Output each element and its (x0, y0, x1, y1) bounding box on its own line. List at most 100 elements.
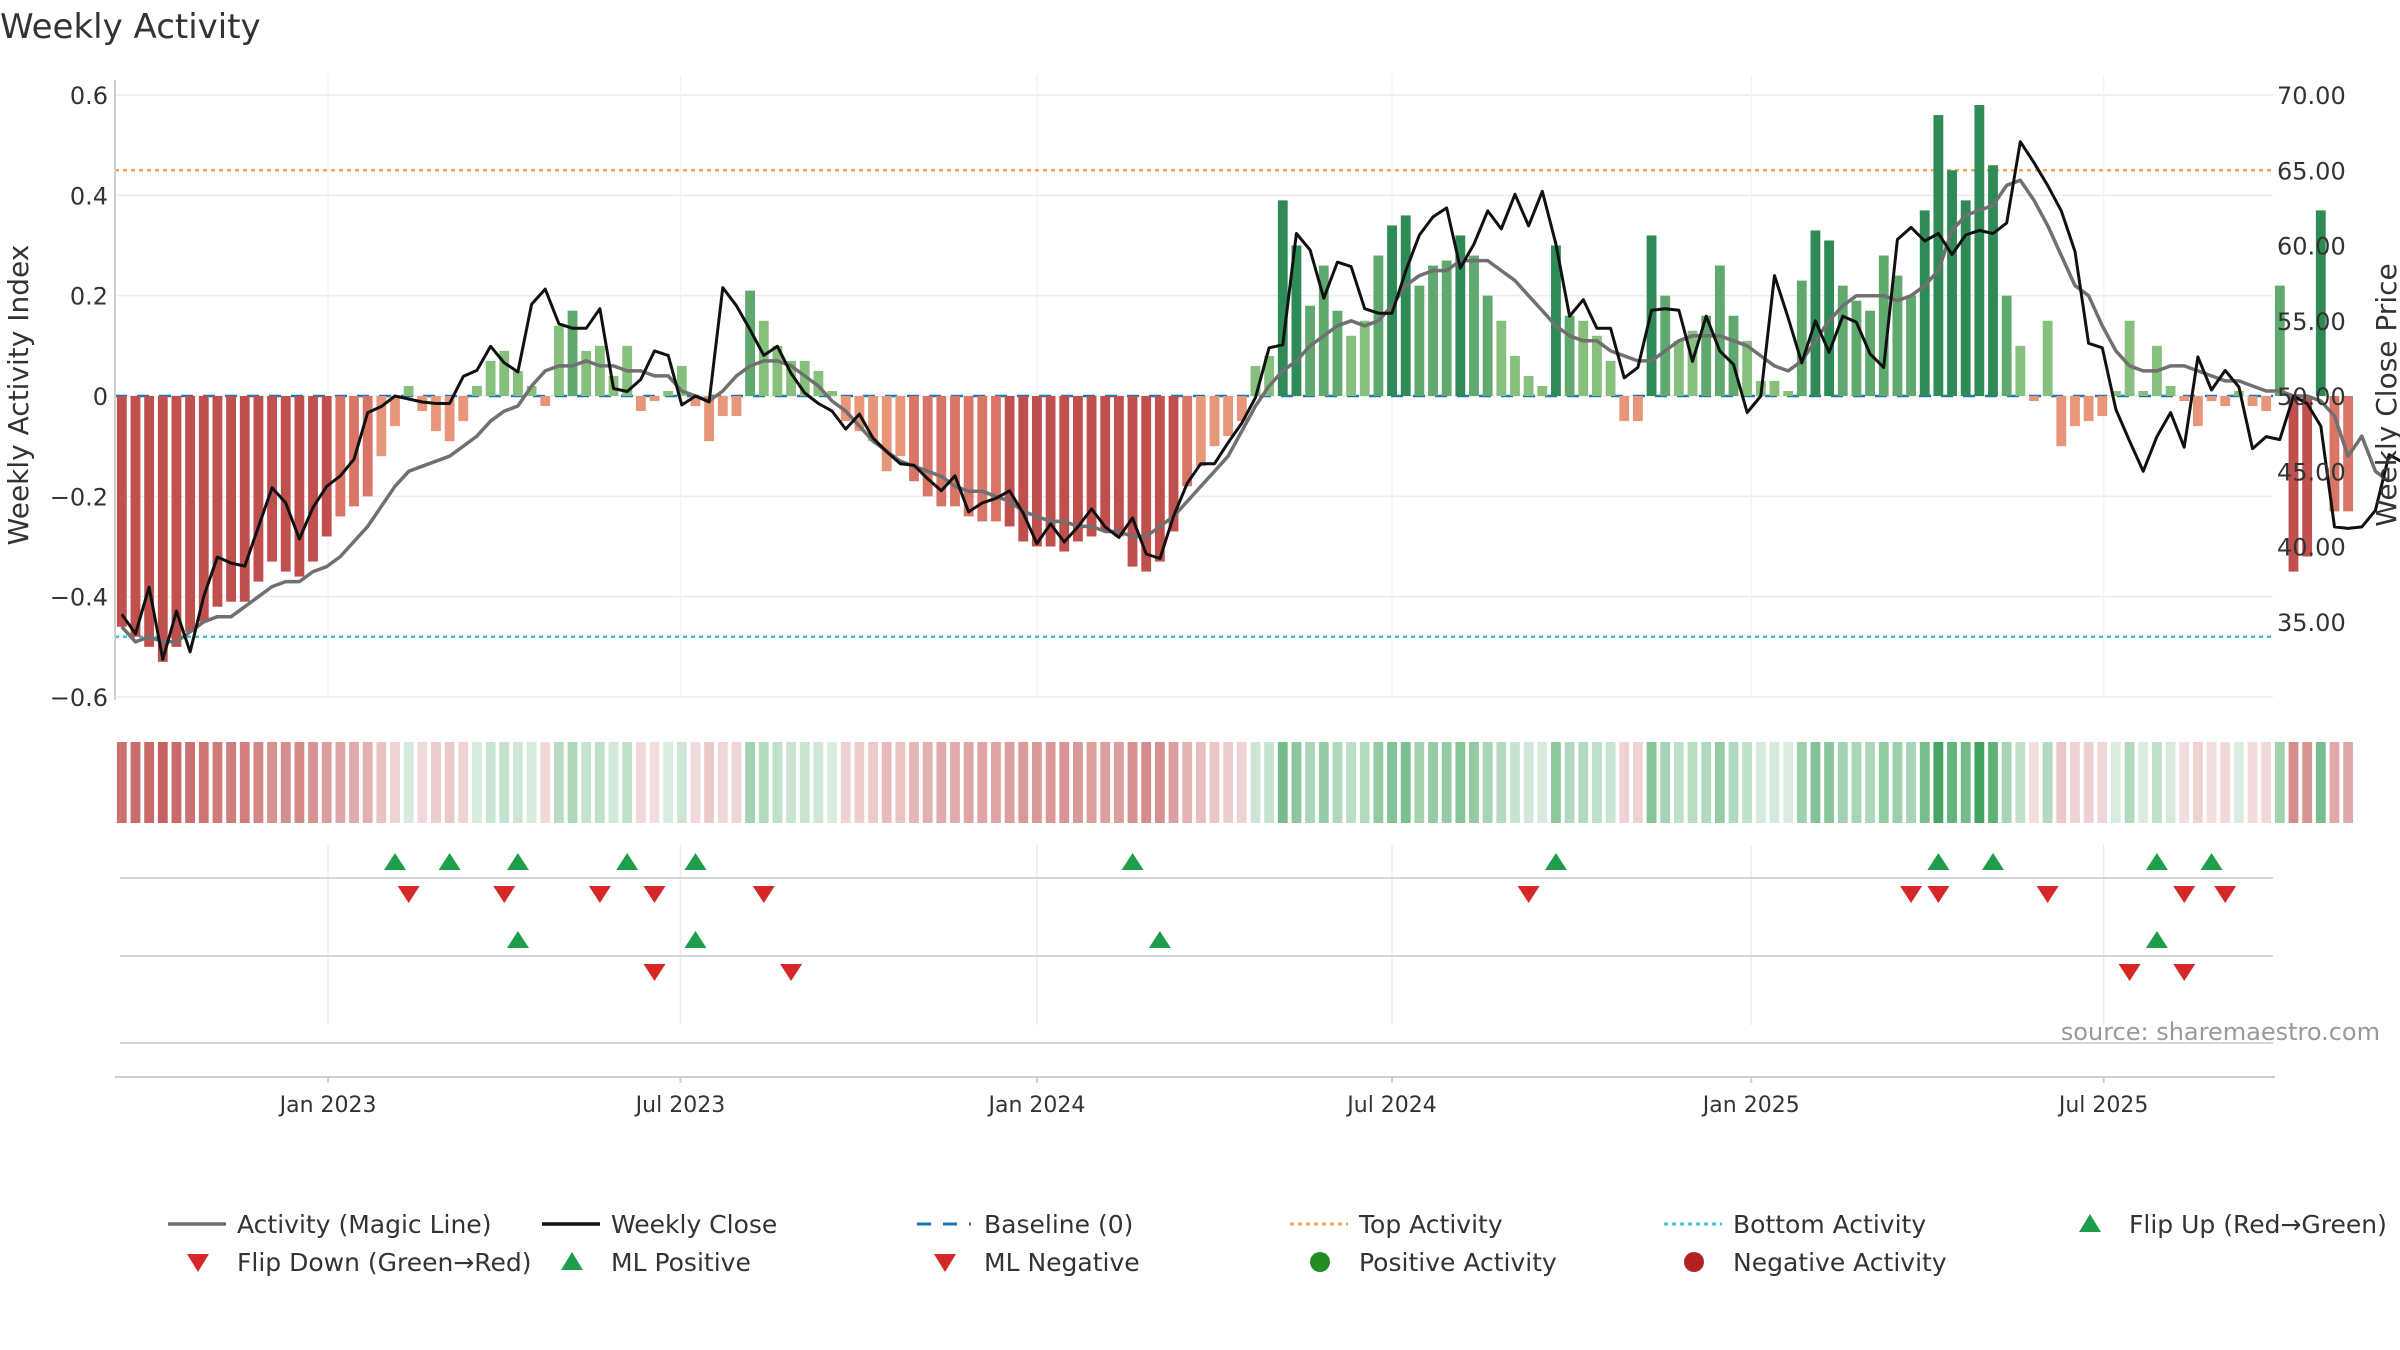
activity-bar (390, 396, 400, 427)
heat-strip-cell (1209, 742, 1220, 823)
activity-bar (717, 396, 728, 417)
heat-strip-cell (1810, 742, 1821, 823)
activity-bar (950, 396, 960, 507)
activity-bar (1687, 330, 1698, 396)
activity-bar (1592, 335, 1602, 396)
legend-label: ML Positive (611, 1248, 751, 1277)
heat-strip-cell (963, 742, 974, 823)
heat-strip-cell (513, 742, 523, 823)
activity-bar (1469, 255, 1479, 396)
heat-strip-cell (2233, 742, 2244, 823)
heat-strip-cell (376, 742, 387, 823)
heat-strip-cell (1769, 742, 1780, 823)
activity-bar (704, 396, 715, 442)
flip-up-marker (2145, 853, 2168, 870)
heat-strip-cell (431, 742, 441, 823)
activity-bar (1714, 265, 1725, 396)
heat-strip-cell (581, 742, 592, 823)
activity-bar (1236, 396, 1247, 422)
heat-strip-cell (2288, 742, 2299, 823)
flip-up-marker (1982, 853, 2005, 870)
activity-bar (2165, 385, 2176, 396)
activity-bar (2056, 396, 2067, 447)
legend-swatch-triangle-down (934, 1254, 956, 1272)
activity-bar (1769, 380, 1780, 396)
activity-bar (198, 396, 209, 622)
heat-strip-cell (1113, 742, 1124, 823)
heat-strip-cell (1824, 742, 1835, 823)
heat-strip-cell (2302, 742, 2313, 823)
activity-bar (635, 396, 646, 412)
heat-strip-cell (827, 742, 837, 823)
heat-strip-cell (526, 742, 537, 823)
heat-strip-cell (1919, 742, 1930, 823)
heat-strip-cell (731, 742, 742, 823)
heat-strip-cell (594, 742, 605, 823)
activity-bar (1414, 285, 1425, 396)
heat-strip-cell (991, 742, 1001, 823)
heat-strip-cell (362, 742, 373, 823)
heat-strip-cell (2070, 742, 2080, 823)
activity-bar (1032, 396, 1042, 547)
heat-strip-cell (1045, 742, 1056, 823)
flip-down-marker (643, 886, 666, 903)
legend-swatch-circle (1684, 1252, 1704, 1272)
heat-strip-cell (1236, 742, 1247, 823)
heat-strip-cell (1127, 742, 1138, 823)
activity-bar (2220, 396, 2231, 407)
activity-bar (1837, 285, 1848, 396)
heat-strip-cell (909, 742, 919, 823)
heat-strip-cell (649, 742, 660, 823)
x-tick-label: Jan 2024 (986, 1093, 1085, 1118)
flip-up-marker (684, 853, 707, 870)
legend-label: Activity (Magic Line) (237, 1210, 491, 1239)
activity-bar (1810, 230, 1821, 396)
flip-up-marker (438, 853, 461, 870)
heat-strip-cell (1086, 742, 1097, 823)
activity-bar (1906, 295, 1916, 396)
flip-down-marker (752, 886, 775, 903)
heat-strip-cell (854, 742, 865, 823)
y2-tick-label: 45.00 (2277, 458, 2346, 486)
heat-strip-cell (335, 742, 346, 823)
heat-strip-cell (472, 742, 482, 823)
activity-bar (1250, 365, 1261, 396)
heat-strip-cell (1141, 742, 1152, 823)
activity-bar (1660, 295, 1671, 396)
activity-bar (1701, 315, 1712, 396)
heat-strip-cell (1346, 742, 1356, 823)
heat-strip-cell (239, 742, 250, 823)
legend-item: Flip Down (Green→Red) (187, 1248, 532, 1277)
heat-strip-cell (1154, 742, 1165, 823)
activity-bar (936, 396, 947, 507)
flip-up-marker (616, 853, 639, 870)
heat-strip-cell (2315, 742, 2326, 823)
activity-bar (1673, 340, 1684, 396)
activity-bar (895, 396, 906, 457)
line-series (120, 140, 2400, 661)
activity-bar (1086, 396, 1097, 537)
legend-item: Top Activity (1290, 1210, 1503, 1239)
heat-strip-cell (1100, 742, 1111, 823)
activity-bar (1523, 375, 1534, 396)
heat-strip-cell (1032, 742, 1042, 823)
activity-bar (991, 396, 1001, 522)
activity-bar (280, 396, 291, 572)
activity-bar (663, 390, 674, 396)
activity-bar (1359, 320, 1370, 396)
activity-bar (376, 396, 387, 457)
activity-bar (2315, 210, 2326, 396)
heat-strip-cell (813, 742, 824, 823)
legend-item: Positive Activity (1310, 1248, 1557, 1277)
heat-strip-cell (2015, 742, 2026, 823)
activity-bar (1291, 245, 1302, 396)
activity-bar (1209, 396, 1220, 447)
activity-bar (1154, 396, 1165, 562)
heat-strip-cell (2151, 742, 2162, 823)
x-tick-label: Jul 2025 (2057, 1093, 2149, 1118)
activity-bar (1127, 396, 1138, 567)
activity-bar (594, 345, 605, 396)
heat-strip-cell (2206, 742, 2217, 823)
activity-bar (1919, 210, 1930, 396)
